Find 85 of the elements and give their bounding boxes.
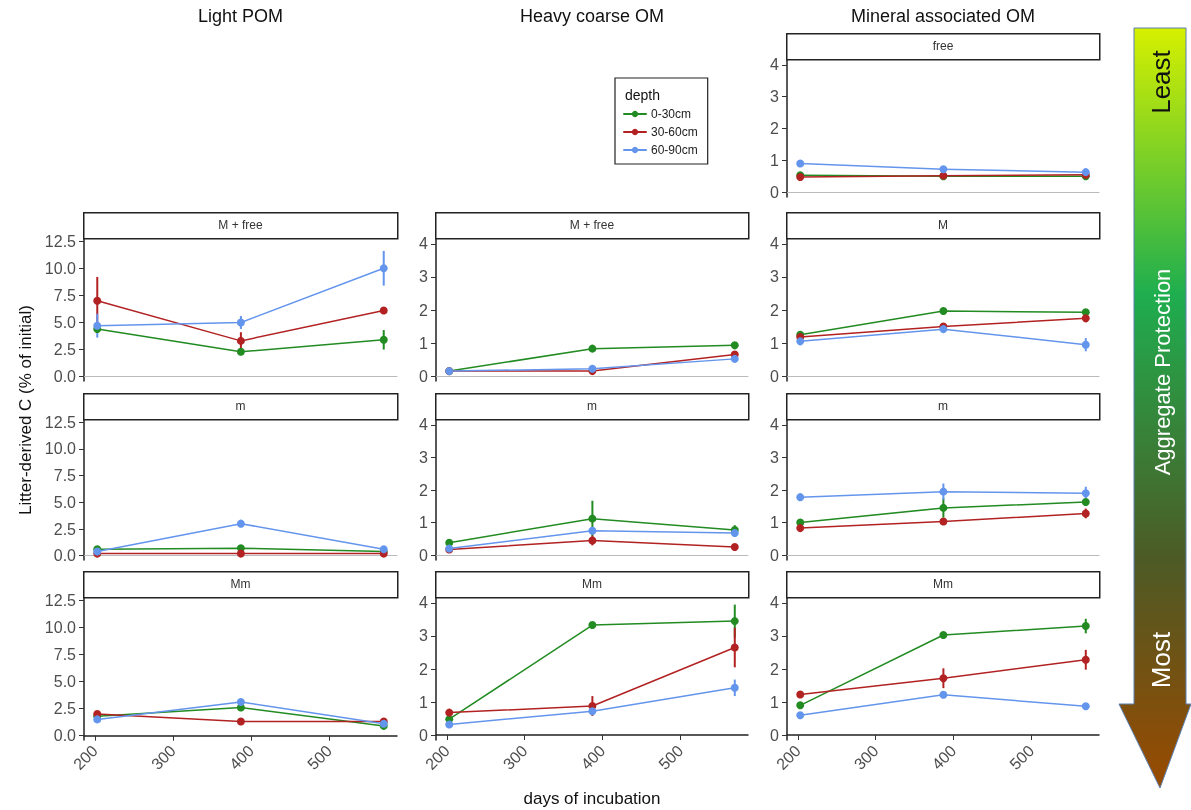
y-tick-label: 4: [419, 416, 429, 434]
y-tick-label: 2: [770, 301, 780, 319]
y-tick-label: 5.0: [53, 672, 77, 690]
y-tick-label: 1: [770, 693, 780, 711]
x-tick-label: 200: [422, 741, 453, 773]
y-tick-label: 0: [770, 726, 780, 744]
y-tick-label: 0: [419, 546, 429, 564]
y-tick-label: 7.5: [53, 645, 77, 663]
y-tick-label: 1: [770, 151, 780, 169]
y-tick-label: 0: [419, 726, 429, 744]
y-tick-label: 0.0: [53, 368, 77, 386]
y-tick-label: 2: [419, 660, 429, 678]
y-tick-label: 1: [770, 514, 780, 532]
x-tick-label: 300: [148, 741, 180, 773]
y-tick-label: 2: [770, 481, 780, 499]
x-tick-label: 500: [655, 741, 687, 773]
x-axis-title: days of incubation: [523, 789, 661, 808]
y-tick-label: 2.5: [53, 341, 77, 359]
chart-title: M + free: [218, 218, 263, 232]
y-tick-label: 3: [419, 627, 429, 645]
y-tick-label: 12.5: [44, 413, 77, 431]
y-tick-label: 10.0: [44, 440, 77, 458]
y-tick-label: 4: [770, 594, 780, 612]
y-tick-label: 2: [770, 660, 780, 678]
y-tick-label: 1: [419, 334, 429, 352]
x-tick-label: 200: [773, 741, 804, 773]
y-tick-label: 0: [770, 546, 780, 564]
y-tick-label: 4: [770, 235, 780, 253]
legend-title: depth: [625, 87, 661, 103]
chart-title: M: [938, 218, 948, 232]
y-tick-label: 3: [770, 268, 780, 286]
y-tick-label: 1: [419, 514, 429, 532]
y-tick-label: 3: [419, 268, 429, 286]
chart-title: free: [932, 39, 954, 53]
y-tick-label: 4: [419, 594, 429, 612]
y-tick-label: 2: [770, 120, 780, 137]
chart-subtitle: Light POM: [197, 6, 284, 26]
y-tick-label: 7.5: [53, 467, 77, 485]
chart-title: Mm: [582, 577, 602, 591]
text: Least: [1146, 49, 1176, 114]
x-tick-label: 500: [304, 741, 336, 773]
chart-subtitle: Heavy coarse OM: [519, 6, 665, 26]
y-tick-label: 3: [770, 627, 780, 645]
y-tick-label: 12.5: [44, 591, 77, 609]
y-tick-label: 12.5: [44, 232, 77, 250]
y-tick-label: 0.0: [53, 547, 77, 565]
y-tick-label: 2: [419, 481, 429, 499]
y-tick-label: 4: [419, 235, 429, 253]
legend-label: 30-60cm: [651, 125, 698, 139]
y-axis-title: Litter-derived C (% of initial): [16, 305, 36, 515]
y-tick-label: 4: [770, 56, 780, 74]
y-tick-label: 10.0: [44, 259, 77, 277]
y-tick-label: 1: [770, 334, 780, 352]
y-tick-label: 7.5: [53, 286, 77, 304]
chart-title: m: [235, 399, 246, 413]
chart-title: Mm: [933, 577, 953, 591]
chart-title: m: [938, 399, 948, 413]
y-tick-label: 3: [770, 88, 780, 106]
y-tick-label: 1: [419, 693, 429, 711]
x-tick-label: 400: [928, 741, 960, 773]
x-tick-label: 500: [1006, 741, 1038, 773]
y-tick-label: 3: [770, 448, 780, 466]
x-tick-label: 400: [226, 741, 258, 773]
chart-subtitle: Mineral associated OM: [850, 6, 1036, 26]
y-tick-label: 4: [770, 416, 780, 434]
chart-title: M + free: [569, 218, 615, 232]
text: Aggregate Protection: [1150, 268, 1175, 476]
legend-label: 60-90cm: [651, 143, 698, 157]
chart-title: m: [587, 399, 597, 413]
x-tick-label: 300: [850, 741, 882, 773]
y-tick-label: 2.5: [53, 700, 77, 718]
x-tick-label: 300: [499, 741, 531, 773]
text: Most: [1146, 631, 1176, 689]
y-tick-label: 3: [419, 448, 429, 466]
x-tick-label: 400: [577, 741, 609, 773]
y-tick-label: 0: [770, 367, 780, 385]
y-tick-label: 0: [419, 367, 429, 385]
y-tick-label: 2: [419, 301, 429, 319]
y-tick-label: 10.0: [44, 618, 77, 636]
y-tick-label: 0: [770, 183, 780, 201]
y-tick-label: 5.0: [53, 493, 77, 511]
y-tick-label: 2.5: [53, 520, 77, 538]
y-tick-label: 5.0: [53, 313, 77, 331]
chart-title: Mm: [230, 577, 251, 591]
legend-label: 0-30cm: [651, 107, 692, 121]
